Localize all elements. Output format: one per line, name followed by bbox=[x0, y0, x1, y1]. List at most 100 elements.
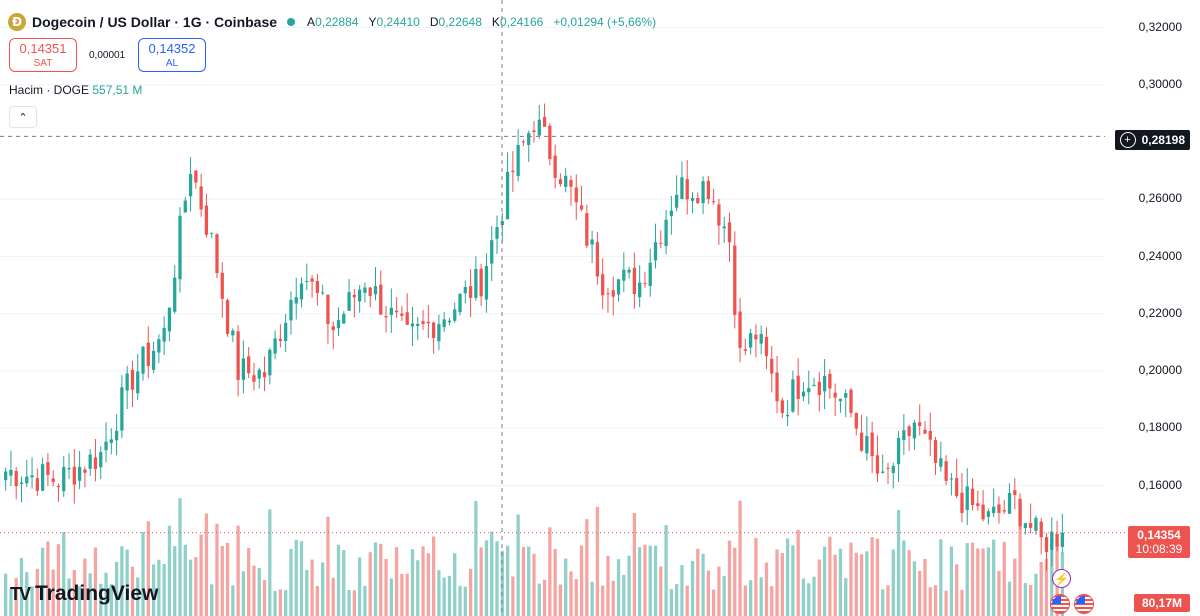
candle-body bbox=[1039, 521, 1043, 538]
volume-bar bbox=[696, 548, 700, 616]
volume-bar bbox=[51, 569, 55, 616]
volume-bar bbox=[83, 558, 87, 616]
candle-body bbox=[1034, 517, 1038, 531]
us-flag-icon[interactable] bbox=[1050, 594, 1070, 614]
lightning-icon[interactable]: ⚡ bbox=[1052, 569, 1071, 588]
volume-bar bbox=[331, 577, 335, 616]
volume-bar bbox=[701, 553, 705, 616]
candle-body bbox=[653, 242, 658, 261]
add-alert-icon[interactable]: + bbox=[1119, 132, 1136, 148]
volume-bar bbox=[373, 542, 378, 616]
volume-bar bbox=[992, 539, 996, 616]
candle-body bbox=[912, 422, 917, 439]
tradingview-logo[interactable]: TV TradingView bbox=[10, 582, 158, 606]
volume-bar bbox=[289, 548, 293, 616]
tradingview-logo-icon: TV bbox=[10, 583, 31, 604]
candle-body bbox=[733, 245, 737, 315]
candle-body bbox=[548, 125, 552, 160]
candle-body bbox=[537, 119, 541, 136]
volume-bar bbox=[622, 574, 626, 616]
volume-bar bbox=[796, 529, 800, 616]
crosshair-price: 0,28198 bbox=[1141, 133, 1185, 147]
volume-bar bbox=[564, 558, 568, 616]
candle-body bbox=[447, 320, 452, 323]
candle-body bbox=[241, 358, 246, 380]
candle-body bbox=[1055, 533, 1059, 547]
candle-body bbox=[347, 292, 351, 311]
volume-bar bbox=[151, 564, 156, 616]
volume-bar bbox=[162, 563, 166, 616]
axis-tick-label: 0,16000 bbox=[1138, 477, 1182, 492]
volume-bar bbox=[976, 548, 980, 616]
volume-bar bbox=[125, 549, 129, 616]
candle-body bbox=[1013, 490, 1017, 496]
candle-body bbox=[696, 197, 700, 204]
volume-bar bbox=[421, 546, 425, 616]
volume-bar bbox=[986, 547, 991, 616]
volume-bar bbox=[183, 544, 187, 616]
volume-bar bbox=[35, 568, 39, 616]
candle-body bbox=[558, 179, 563, 185]
candle-body bbox=[289, 299, 293, 321]
volume-bar bbox=[1023, 583, 1028, 616]
volume-bar bbox=[542, 579, 547, 616]
current-price-tag: 0,14354 10:08:39 bbox=[1128, 526, 1190, 558]
candle-body bbox=[294, 297, 298, 304]
candle-body bbox=[83, 469, 87, 473]
volume-bar bbox=[9, 589, 13, 616]
volume-bar bbox=[527, 546, 531, 616]
volume-bar bbox=[479, 547, 483, 616]
sell-button[interactable]: 0,14351 SAT bbox=[9, 38, 77, 72]
spread-value: 0,00001 bbox=[89, 50, 126, 61]
candle-body bbox=[712, 201, 716, 203]
candle-body bbox=[553, 155, 557, 178]
candle-body bbox=[35, 478, 39, 491]
volume-bar bbox=[558, 584, 563, 616]
volume-bar bbox=[632, 512, 637, 616]
volume-bar bbox=[965, 543, 969, 616]
volume-legend[interactable]: Hacim · DOGE 557,51 M bbox=[9, 83, 142, 97]
axis-tick-label: 0,32000 bbox=[1138, 19, 1182, 34]
candle-body bbox=[262, 372, 267, 378]
candle-body bbox=[326, 294, 330, 325]
sell-price: 0,14351 bbox=[19, 41, 67, 56]
volume-bar bbox=[463, 586, 467, 616]
candle-body bbox=[601, 274, 605, 296]
volume-bar bbox=[284, 590, 288, 616]
candle-body bbox=[342, 313, 346, 324]
buy-button[interactable]: 0,14352 AL bbox=[138, 38, 206, 72]
volume-bar bbox=[310, 559, 314, 616]
candle-body bbox=[542, 116, 547, 127]
volume-bar bbox=[553, 549, 557, 616]
volume-bar bbox=[278, 589, 283, 616]
candle-body bbox=[93, 457, 98, 469]
volume-bar bbox=[828, 536, 832, 616]
volume-legend-value: 557,51 M bbox=[92, 83, 143, 97]
candle-body bbox=[453, 309, 457, 321]
candle-body bbox=[384, 316, 388, 318]
candle-body bbox=[960, 492, 964, 513]
axis-tick-label: 0,18000 bbox=[1138, 420, 1182, 435]
candle-body bbox=[902, 430, 906, 441]
candle-body bbox=[812, 384, 816, 387]
volume-bar bbox=[870, 537, 874, 616]
symbol-title[interactable]: Dogecoin / US Dollar · 1G · Coinbase bbox=[32, 14, 278, 30]
candle-body bbox=[310, 278, 314, 282]
candle-body bbox=[1029, 523, 1033, 528]
candle-body bbox=[463, 286, 467, 294]
candle-body bbox=[252, 375, 256, 382]
volume-bar bbox=[733, 547, 737, 616]
chevron-up-icon[interactable]: ⌃ bbox=[9, 106, 37, 128]
volume-bar bbox=[400, 573, 404, 616]
volume-bar bbox=[315, 585, 320, 616]
volume-bar bbox=[669, 589, 674, 616]
volume-bar bbox=[188, 559, 193, 616]
candle-body bbox=[743, 349, 747, 351]
us-flag-icon-2[interactable] bbox=[1074, 594, 1094, 614]
candle-body bbox=[474, 268, 478, 298]
candle-body bbox=[183, 200, 187, 213]
candle-body bbox=[955, 477, 959, 497]
candle-body bbox=[51, 478, 55, 482]
